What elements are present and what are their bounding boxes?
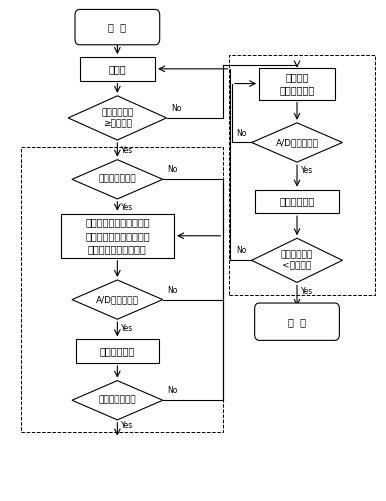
Text: 采集宽域
氧传感器信号: 采集宽域 氧传感器信号 [279, 72, 315, 95]
Polygon shape [72, 280, 163, 319]
Text: No: No [167, 386, 178, 395]
Bar [229, 55, 374, 295]
Text: Yes: Yes [301, 166, 313, 175]
Text: Yes: Yes [121, 203, 134, 212]
Polygon shape [252, 238, 342, 283]
Text: Yes: Yes [121, 146, 134, 155]
Bar [256, 189, 339, 213]
Text: 结  束: 结 束 [288, 317, 306, 327]
Text: No: No [171, 104, 181, 113]
Bar [259, 68, 335, 100]
Text: No: No [167, 165, 178, 174]
Text: 采集空气流量计、进气温
度、进气压力、节气门位
置和转速传感器的信号: 采集空气流量计、进气温 度、进气压力、节气门位 置和转速传感器的信号 [85, 217, 150, 254]
Text: 读数据并储存: 读数据并储存 [279, 196, 315, 206]
Polygon shape [252, 123, 342, 162]
Text: No: No [237, 129, 247, 138]
Bar [80, 57, 155, 81]
Text: Yes: Yes [121, 421, 134, 430]
Bar [61, 213, 174, 258]
Text: 读数据并储存: 读数据并储存 [100, 346, 135, 356]
Text: Yes: Yes [121, 324, 134, 333]
Text: Yes: Yes [301, 287, 313, 296]
Text: A/D转换完否？: A/D转换完否？ [96, 295, 139, 304]
Text: No: No [167, 286, 178, 295]
Text: 节气门变化率
≥预置值？: 节气门变化率 ≥预置值？ [101, 108, 134, 128]
Text: 初始化: 初始化 [108, 64, 126, 74]
Polygon shape [72, 160, 163, 199]
Text: 排气门开启否？: 排气门开启否？ [98, 396, 136, 405]
Polygon shape [68, 96, 166, 140]
Text: No: No [237, 246, 247, 256]
Polygon shape [72, 381, 163, 420]
FancyBboxPatch shape [75, 10, 160, 45]
Text: 节气门变化率
<初始值？: 节气门变化率 <初始值？ [281, 250, 313, 271]
Text: 进气门开启否？: 进气门开启否？ [98, 175, 136, 184]
Bar [76, 339, 159, 363]
Text: A/D转换完否？: A/D转换完否？ [276, 138, 318, 147]
Text: 开  始: 开 始 [108, 22, 126, 32]
Bar [21, 147, 223, 432]
FancyBboxPatch shape [255, 303, 339, 340]
